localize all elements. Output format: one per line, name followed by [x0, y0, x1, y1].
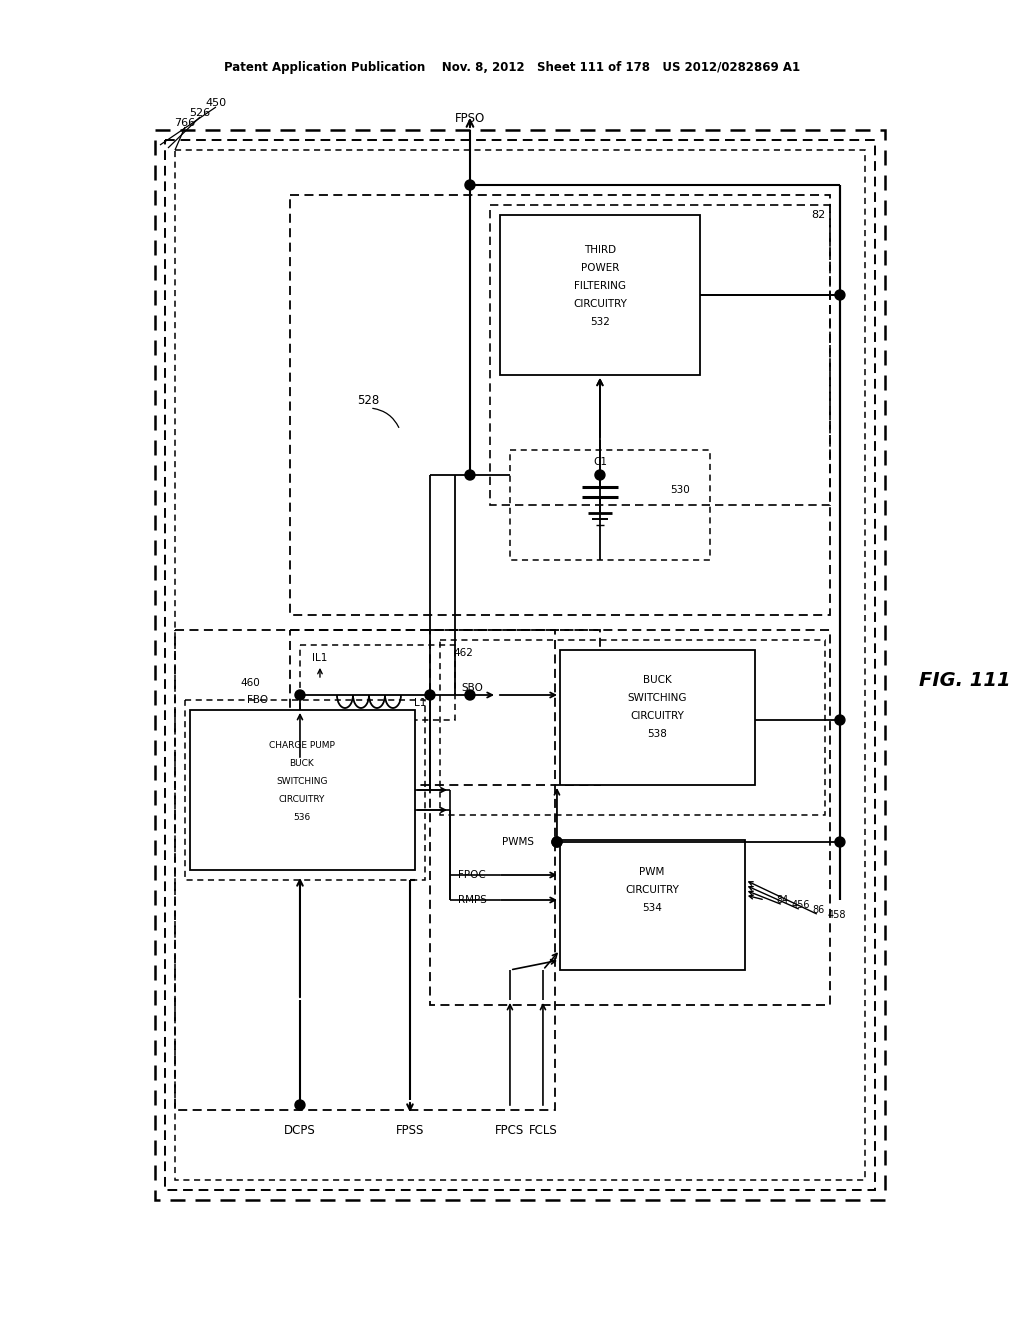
Text: 766: 766 [174, 117, 196, 128]
Text: FPSO: FPSO [455, 111, 485, 124]
Text: BUCK: BUCK [290, 759, 314, 767]
Text: FBO: FBO [247, 696, 268, 705]
Bar [510, 450, 710, 560]
Text: POWER: POWER [581, 263, 620, 273]
Text: SWITCHING: SWITCHING [276, 776, 328, 785]
Circle shape [425, 690, 435, 700]
Text: FILTERING: FILTERING [573, 281, 626, 290]
Text: CIRCUITRY: CIRCUITRY [625, 884, 679, 895]
Text: 462: 462 [453, 648, 473, 657]
Text: SBO: SBO [461, 682, 483, 693]
Circle shape [552, 837, 562, 847]
Text: DCPS: DCPS [284, 1123, 315, 1137]
Text: 532: 532 [590, 317, 610, 327]
Bar [430, 630, 829, 1005]
Text: C1: C1 [593, 457, 607, 467]
Text: 450: 450 [206, 98, 226, 108]
Text: FCLS: FCLS [528, 1123, 557, 1137]
Bar [190, 710, 415, 870]
Text: 82: 82 [811, 210, 825, 220]
Bar [290, 195, 829, 615]
Circle shape [835, 715, 845, 725]
Circle shape [465, 470, 475, 480]
Circle shape [595, 470, 605, 480]
Bar [300, 645, 455, 719]
Text: 456: 456 [792, 900, 810, 909]
Text: SWITCHING: SWITCHING [627, 693, 687, 704]
Bar [560, 840, 744, 970]
Text: BUCK: BUCK [643, 675, 672, 685]
Bar [185, 700, 425, 880]
Bar [155, 129, 885, 1200]
Bar [489, 205, 829, 506]
Circle shape [835, 837, 845, 847]
Text: 536: 536 [293, 813, 310, 821]
Text: 84: 84 [777, 895, 790, 906]
Text: PWM: PWM [639, 867, 665, 876]
Circle shape [552, 837, 562, 847]
Circle shape [295, 690, 305, 700]
Text: RMPS: RMPS [458, 895, 486, 906]
Text: 86: 86 [813, 906, 825, 915]
Bar [440, 640, 825, 814]
Text: FIG. 111: FIG. 111 [920, 671, 1011, 689]
Text: 530: 530 [670, 484, 690, 495]
Text: 534: 534 [642, 903, 662, 913]
Bar [560, 649, 755, 785]
Text: IL1: IL1 [312, 653, 328, 663]
Text: 526: 526 [189, 108, 211, 117]
Circle shape [465, 180, 475, 190]
Text: 528: 528 [356, 393, 379, 407]
Text: 538: 538 [647, 729, 667, 739]
Circle shape [835, 290, 845, 300]
Text: PWMS: PWMS [502, 837, 534, 847]
Text: CIRCUITRY: CIRCUITRY [279, 795, 326, 804]
Text: CIRCUITRY: CIRCUITRY [573, 300, 627, 309]
Circle shape [465, 690, 475, 700]
Bar [290, 630, 600, 785]
Bar [165, 140, 874, 1191]
Text: L1: L1 [414, 698, 426, 708]
Text: 458: 458 [827, 909, 846, 920]
Bar [500, 215, 700, 375]
Bar [175, 150, 865, 1180]
Text: FPCS: FPCS [496, 1123, 524, 1137]
Text: CIRCUITRY: CIRCUITRY [630, 711, 684, 721]
Circle shape [295, 1100, 305, 1110]
Text: Patent Application Publication    Nov. 8, 2012   Sheet 111 of 178   US 2012/0282: Patent Application Publication Nov. 8, 2… [224, 62, 800, 74]
Text: CHARGE PUMP: CHARGE PUMP [269, 741, 335, 750]
Text: THIRD: THIRD [584, 246, 616, 255]
Text: FPOC: FPOC [458, 870, 485, 880]
Text: 460: 460 [240, 678, 260, 688]
Bar [175, 630, 555, 1110]
Text: FPSS: FPSS [396, 1123, 424, 1137]
